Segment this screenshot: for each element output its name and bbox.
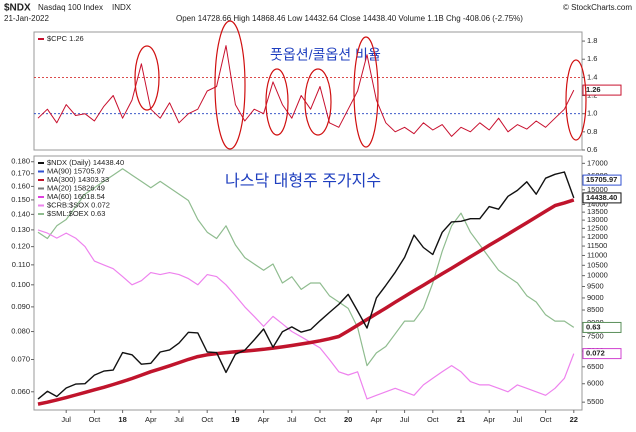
value-box	[582, 84, 622, 96]
series-line	[37, 198, 575, 406]
symbol: $NDX	[4, 3, 31, 14]
x-tick-label: 22	[570, 415, 578, 424]
highlight-ellipse	[304, 68, 332, 136]
tick-label: 10000	[587, 271, 608, 280]
exchange: INDX	[112, 3, 132, 12]
tick-label: 0.100	[11, 280, 30, 289]
index-name: Nasdaq 100 Index	[38, 3, 103, 12]
legend-label: MA(60) 16018.54	[47, 192, 105, 201]
x-tick-label: Jul	[174, 415, 184, 424]
tick-label: 0.090	[11, 302, 30, 311]
x-tick-label: Oct	[314, 415, 327, 424]
legend-label: $SML:$OEX 0.63	[47, 209, 105, 218]
tick-label: 8500	[587, 305, 604, 314]
legend-label: $NDX (Daily) 14438.40	[47, 158, 124, 167]
tick-label: 0.130	[11, 225, 30, 234]
tick-label: 0.6	[587, 145, 597, 154]
tick-label: 0.160	[11, 181, 30, 190]
tick-label: 6000	[587, 379, 604, 388]
series-line	[37, 229, 575, 400]
tick-label: 0.110	[12, 260, 30, 269]
tick-label: 14000	[587, 199, 608, 208]
tick-label: 10500	[587, 260, 608, 269]
marks: 0.60.81.01.21.41.61.8$CPC 1.261.260.0600…	[11, 34, 622, 424]
x-tick-label: Oct	[89, 415, 102, 424]
x-tick-label: Apr	[258, 415, 270, 424]
x-tick-label: 19	[231, 415, 239, 424]
tick-label: 9000	[587, 293, 604, 302]
series-line	[37, 45, 575, 137]
date: 21-Jan-2022	[4, 14, 49, 23]
x-tick-label: Oct	[540, 415, 553, 424]
tick-label: 0.140	[11, 209, 30, 218]
tick-label: 11000	[587, 250, 607, 259]
x-tick-label: Apr	[145, 415, 157, 424]
tick-label: 0.8	[587, 127, 597, 136]
x-tick-label: Oct	[201, 415, 214, 424]
tick-label: 13000	[587, 215, 608, 224]
tick-label: 12500	[587, 223, 608, 232]
tick-label: 0.070	[11, 354, 30, 363]
highlight-ellipse	[134, 45, 160, 111]
tick-label: 17000	[587, 158, 608, 167]
series-line	[37, 171, 575, 400]
annotation: 나스닥 대형주 주가지수	[225, 172, 381, 190]
value-box-label: 0.63	[586, 322, 601, 331]
tick-label: 1.6	[587, 54, 597, 63]
x-tick-label: Apr	[483, 415, 495, 424]
highlight-ellipse	[265, 68, 289, 136]
value-box-label: 15705.97	[586, 175, 617, 184]
value-box-label: 1.26	[586, 85, 601, 94]
value-box	[582, 348, 622, 360]
tick-label: 7500	[587, 332, 604, 341]
value-box-label: 14438.40	[586, 193, 617, 202]
tick-label: 9500	[587, 281, 604, 290]
tick-label: 1.0	[587, 109, 597, 118]
panel-frame	[33, 31, 583, 151]
value-box	[582, 321, 622, 333]
tick-label: 0.180	[11, 157, 30, 166]
value-box-label: 0.072	[586, 349, 605, 358]
x-tick-label: Oct	[427, 415, 440, 424]
value-box	[582, 174, 622, 186]
tick-label: 1.8	[587, 36, 597, 45]
legend-label: $CRB:$SOX 0.072	[47, 200, 110, 209]
series-line	[37, 168, 575, 367]
tick-label: 6500	[587, 362, 604, 371]
highlight-ellipse	[214, 20, 246, 150]
highlight-ellipse	[565, 59, 587, 141]
tick-label: 15000	[587, 185, 608, 194]
tick-label: 13500	[587, 207, 608, 216]
tick-label: 1.4	[587, 72, 597, 81]
legend-label: MA(90) 15705.97	[47, 166, 105, 175]
legend-label: MA(20) 15826.49	[47, 183, 105, 192]
tick-label: 0.060	[11, 387, 30, 396]
annotation: 풋옵션/콜옵션 비율	[270, 47, 381, 63]
copyright: © StockCharts.com	[563, 3, 632, 12]
x-tick-label: 18	[118, 415, 126, 424]
tick-label: 0.080	[11, 327, 30, 336]
x-tick-label: 21	[457, 415, 465, 424]
x-tick-label: 20	[344, 415, 352, 424]
tick-label: 12000	[587, 232, 608, 241]
tick-label: 11500	[587, 241, 607, 250]
panel-frame	[33, 155, 583, 411]
x-tick-label: Apr	[371, 415, 383, 424]
tick-label: 0.120	[11, 242, 30, 251]
value-box	[582, 192, 622, 204]
x-tick-label: Jul	[61, 415, 71, 424]
x-tick-label: Jul	[513, 415, 523, 424]
tick-label: 0.150	[11, 195, 30, 204]
x-tick-label: Jul	[400, 415, 410, 424]
tick-label: 0.170	[11, 169, 30, 178]
legend-label: $CPC 1.26	[47, 34, 84, 43]
tick-label: 5500	[587, 397, 604, 406]
quote: Open 14728.66 High 14868.46 Low 14432.64…	[176, 14, 523, 23]
x-tick-label: Jul	[287, 415, 297, 424]
highlight-ellipse	[353, 36, 379, 148]
legend-label: MA(300) 14303.33	[47, 175, 109, 184]
